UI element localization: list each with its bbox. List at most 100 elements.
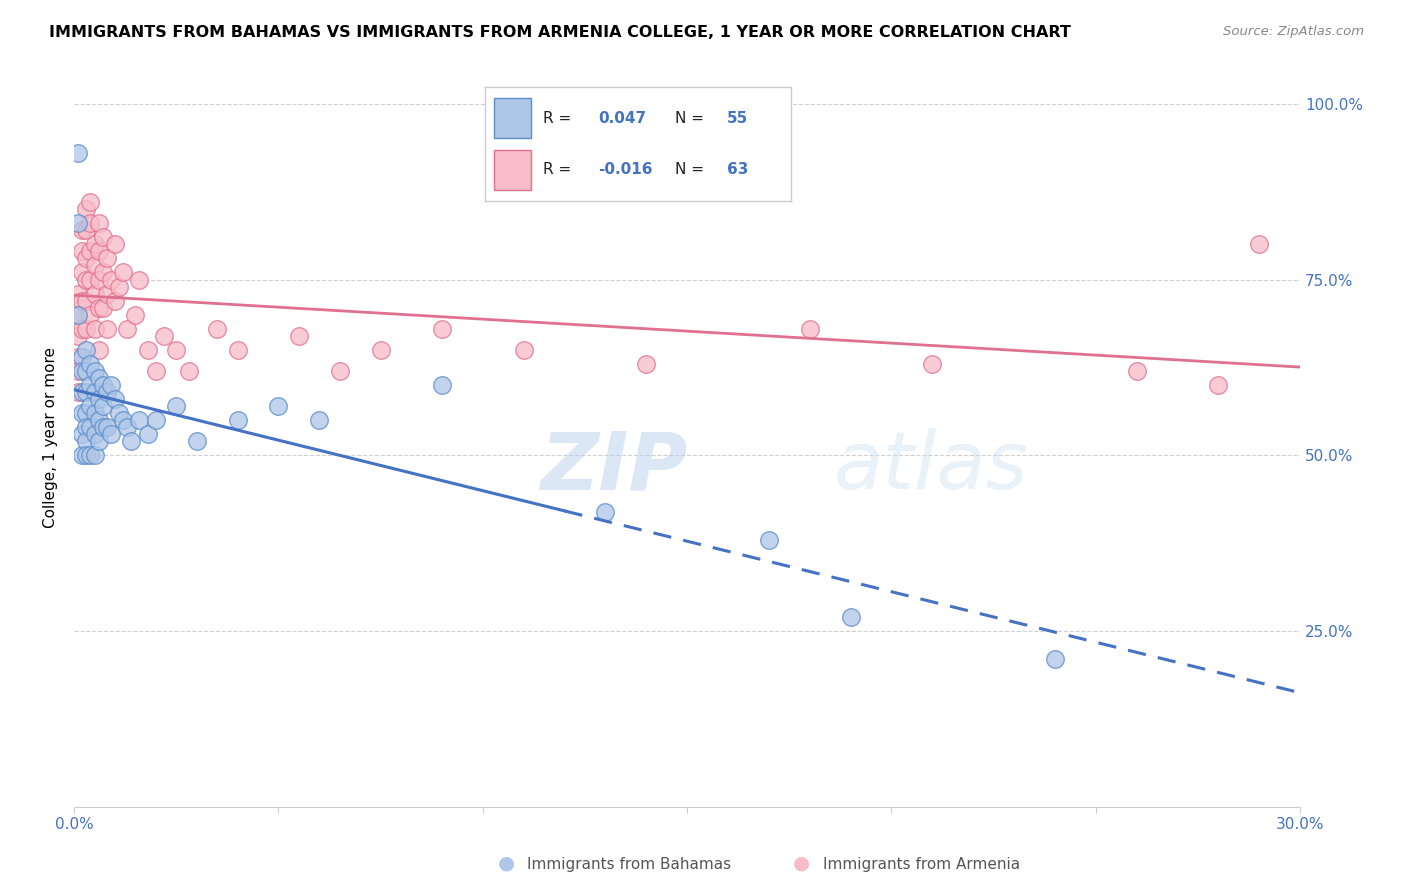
Point bbox=[72, 265, 94, 279]
Point bbox=[75, 252, 97, 266]
Point bbox=[79, 448, 101, 462]
Point bbox=[128, 272, 150, 286]
Point bbox=[79, 378, 101, 392]
Point bbox=[595, 505, 617, 519]
Point bbox=[430, 322, 453, 336]
Point bbox=[72, 223, 94, 237]
Point bbox=[921, 357, 943, 371]
Point bbox=[165, 343, 187, 357]
Point bbox=[329, 364, 352, 378]
Text: Immigrants from Armenia: Immigrants from Armenia bbox=[823, 857, 1019, 872]
Point bbox=[72, 364, 94, 378]
Text: Immigrants from Bahamas: Immigrants from Bahamas bbox=[527, 857, 731, 872]
Point bbox=[104, 237, 127, 252]
Point bbox=[79, 399, 101, 413]
Point bbox=[83, 427, 105, 442]
Point bbox=[79, 357, 101, 371]
Point bbox=[104, 293, 127, 308]
Point bbox=[87, 343, 110, 357]
Point bbox=[112, 265, 135, 279]
Point bbox=[153, 328, 176, 343]
Point bbox=[226, 413, 249, 427]
Point bbox=[67, 308, 90, 322]
Point bbox=[67, 364, 90, 378]
Point bbox=[72, 427, 94, 442]
Point bbox=[67, 145, 90, 160]
Point bbox=[87, 434, 110, 449]
Point bbox=[267, 399, 290, 413]
Point bbox=[75, 406, 97, 420]
Point bbox=[145, 364, 167, 378]
Point bbox=[75, 385, 97, 400]
Text: ●: ● bbox=[498, 854, 515, 872]
Point bbox=[512, 343, 534, 357]
Point bbox=[115, 322, 138, 336]
Point bbox=[67, 350, 90, 364]
Point bbox=[83, 259, 105, 273]
Point bbox=[308, 413, 330, 427]
Point bbox=[91, 399, 114, 413]
Point bbox=[67, 385, 90, 400]
Point bbox=[128, 413, 150, 427]
Point bbox=[72, 244, 94, 259]
Point bbox=[79, 244, 101, 259]
Point bbox=[1249, 237, 1271, 252]
Point bbox=[75, 448, 97, 462]
Point bbox=[370, 343, 392, 357]
Text: IMMIGRANTS FROM BAHAMAS VS IMMIGRANTS FROM ARMENIA COLLEGE, 1 YEAR OR MORE CORRE: IMMIGRANTS FROM BAHAMAS VS IMMIGRANTS FR… bbox=[49, 25, 1071, 40]
Point bbox=[75, 272, 97, 286]
Point bbox=[67, 328, 90, 343]
Text: ZIP: ZIP bbox=[540, 428, 688, 507]
Point bbox=[1206, 378, 1229, 392]
Point bbox=[96, 420, 118, 434]
Text: ●: ● bbox=[793, 854, 810, 872]
Point bbox=[75, 223, 97, 237]
Point bbox=[87, 244, 110, 259]
Point bbox=[100, 272, 122, 286]
Point bbox=[758, 533, 780, 547]
Point bbox=[104, 392, 127, 406]
Point bbox=[72, 322, 94, 336]
Point bbox=[79, 420, 101, 434]
Point bbox=[91, 265, 114, 279]
Point bbox=[120, 434, 142, 449]
Point bbox=[91, 301, 114, 315]
Point bbox=[839, 610, 862, 624]
Point bbox=[79, 272, 101, 286]
Point bbox=[72, 448, 94, 462]
Point bbox=[87, 216, 110, 230]
Point bbox=[87, 301, 110, 315]
Point bbox=[72, 350, 94, 364]
Point bbox=[87, 371, 110, 385]
Point bbox=[72, 406, 94, 420]
Point bbox=[112, 413, 135, 427]
Point bbox=[83, 364, 105, 378]
Point bbox=[96, 286, 118, 301]
Point bbox=[177, 364, 200, 378]
Point bbox=[83, 237, 105, 252]
Point bbox=[145, 413, 167, 427]
Point bbox=[165, 399, 187, 413]
Point bbox=[75, 420, 97, 434]
Point bbox=[799, 322, 821, 336]
Point bbox=[430, 378, 453, 392]
Point bbox=[226, 343, 249, 357]
Point bbox=[96, 385, 118, 400]
Point bbox=[75, 434, 97, 449]
Point bbox=[205, 322, 228, 336]
Point bbox=[83, 322, 105, 336]
Point bbox=[108, 406, 131, 420]
Point bbox=[96, 322, 118, 336]
Point bbox=[1043, 652, 1066, 666]
Point bbox=[91, 378, 114, 392]
Point bbox=[108, 279, 131, 293]
Point bbox=[100, 378, 122, 392]
Point bbox=[96, 252, 118, 266]
Point bbox=[91, 420, 114, 434]
Y-axis label: College, 1 year or more: College, 1 year or more bbox=[44, 347, 58, 528]
Point bbox=[1125, 364, 1147, 378]
Text: atlas: atlas bbox=[834, 428, 1029, 507]
Point bbox=[75, 343, 97, 357]
Point bbox=[100, 427, 122, 442]
Text: Source: ZipAtlas.com: Source: ZipAtlas.com bbox=[1223, 25, 1364, 38]
